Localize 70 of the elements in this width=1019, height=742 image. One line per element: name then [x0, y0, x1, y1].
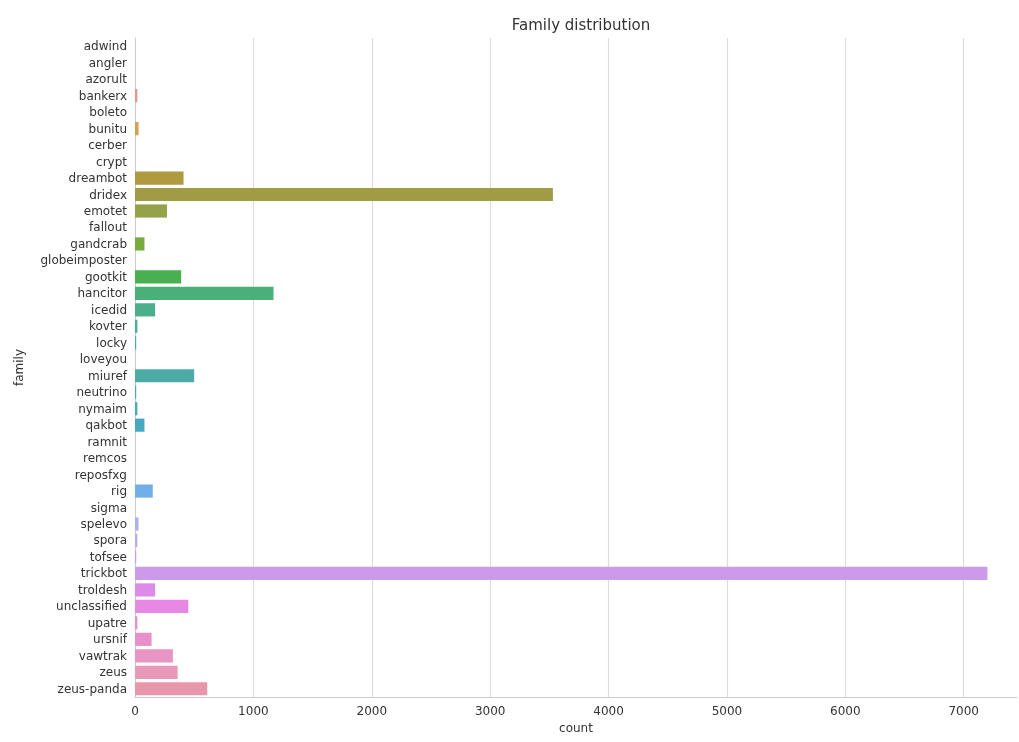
bar: [135, 187, 553, 202]
y-tick-label: crypt: [96, 154, 128, 169]
bar: [135, 517, 139, 531]
x-tick-label: 3000: [474, 704, 506, 718]
x-tick-label: 1000: [238, 704, 269, 718]
y-tick-label: remcos: [83, 451, 127, 466]
y-tick-label: qakbot: [85, 418, 128, 433]
y-tick-label: kovter: [89, 319, 128, 334]
y-tick-label: dridex: [89, 187, 127, 202]
bar: [135, 682, 208, 696]
y-tick-label: miuref: [88, 368, 128, 383]
bar: [135, 649, 173, 663]
y-tick-label: adwind: [83, 39, 127, 54]
y-tick-label: hancitor: [77, 286, 128, 301]
y-tick-label: sigma: [90, 500, 127, 515]
y-tick-label: tofsee: [89, 549, 127, 564]
y-tick-label: vawtrak: [78, 648, 128, 663]
y-tick-label: icedid: [91, 302, 127, 317]
y-tick-label: spora: [93, 533, 127, 548]
y-tick-label: upatre: [87, 615, 127, 630]
x-tick-label: 4000: [593, 704, 624, 718]
bar: [135, 122, 139, 136]
y-tick-label: dreambot: [68, 171, 128, 186]
y-tick-label: unclassified: [56, 599, 127, 614]
y-tick-label: neutrino: [76, 385, 127, 400]
bar: [135, 484, 153, 498]
y-tick-label: spelevo: [80, 517, 127, 532]
x-tick-label: 6000: [830, 704, 861, 718]
y-tick-label: bunitu: [88, 121, 127, 136]
y-tick-label: ramnit: [87, 434, 128, 449]
y-tick-label: zeus: [99, 665, 127, 680]
bar: [135, 204, 167, 218]
bar: [135, 418, 145, 432]
x-axis-title: count: [559, 720, 594, 735]
y-tick-label: angler: [88, 55, 128, 70]
x-tick-label: 7000: [948, 704, 979, 718]
y-tick-label: gandcrab: [70, 236, 127, 251]
y-tick-label: reposfxg: [74, 467, 127, 482]
y-tick-label: trickbot: [80, 566, 128, 581]
bar: [135, 369, 195, 383]
bar: [135, 599, 189, 613]
y-tick-label: locky: [96, 335, 127, 350]
y-tick-label: troldesh: [78, 582, 127, 597]
y-tick-label: fallout: [89, 220, 128, 235]
bar: [135, 237, 145, 251]
bar: [135, 171, 184, 185]
bar: [135, 583, 156, 597]
y-axis-title: family: [12, 348, 26, 387]
y-tick-label: ursnif: [93, 632, 128, 647]
y-tick-label: azorult: [85, 72, 128, 87]
y-tick-label: gootkit: [85, 269, 128, 284]
bar: [135, 270, 182, 284]
x-tick-label: 2000: [356, 704, 388, 718]
y-tick-label: cerber: [88, 138, 128, 153]
y-tick-label: nymaim: [78, 401, 127, 416]
y-tick-label: boleto: [89, 105, 127, 120]
y-tick-label: loveyou: [79, 352, 127, 367]
y-tick-label: emotet: [83, 203, 128, 218]
bar: [135, 566, 988, 581]
bar: [135, 665, 178, 679]
y-tick-label: zeus-panda: [57, 681, 127, 696]
bar: [135, 286, 274, 300]
y-tick-label: bankerx: [78, 88, 127, 103]
x-tick-label: 0: [131, 704, 139, 718]
y-tick-label: rig: [111, 484, 127, 499]
x-tick-label: 5000: [711, 704, 743, 718]
y-tick-label: globeimposter: [40, 253, 128, 268]
chart-title: Family distribution: [511, 15, 651, 34]
bar: [135, 303, 156, 317]
bar: [135, 632, 152, 646]
